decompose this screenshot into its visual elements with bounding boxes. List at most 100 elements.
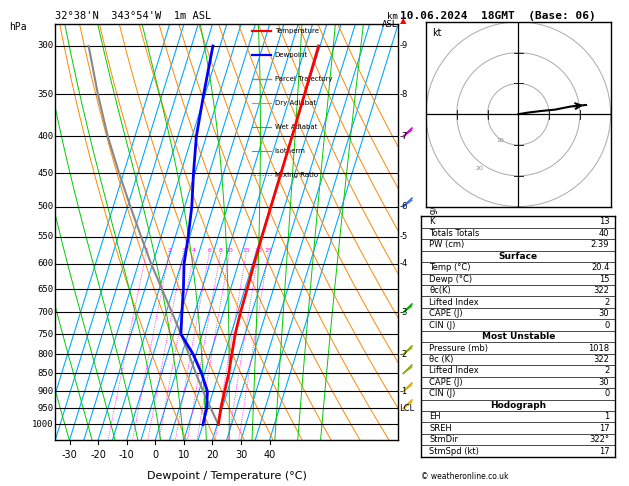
Text: -20: -20 xyxy=(91,450,106,460)
Text: Totals Totals: Totals Totals xyxy=(429,229,479,238)
Text: 322: 322 xyxy=(594,286,610,295)
Text: 40: 40 xyxy=(599,229,610,238)
Text: 1000: 1000 xyxy=(32,420,53,429)
Text: Temperature: Temperature xyxy=(275,28,319,34)
Text: 400: 400 xyxy=(38,132,53,141)
Text: Lifted Index: Lifted Index xyxy=(429,366,479,375)
Text: 32°38'N  343°54'W  1m ASL: 32°38'N 343°54'W 1m ASL xyxy=(55,11,211,21)
Text: 10: 10 xyxy=(226,248,233,253)
Text: 30: 30 xyxy=(235,450,247,460)
Text: 17: 17 xyxy=(599,447,610,455)
Text: 20: 20 xyxy=(206,450,219,460)
Text: km: km xyxy=(387,12,398,21)
Text: CAPE (J): CAPE (J) xyxy=(429,309,463,318)
Text: 17: 17 xyxy=(599,424,610,433)
Text: -5: -5 xyxy=(399,232,408,241)
Text: 700: 700 xyxy=(38,308,53,317)
Text: EH: EH xyxy=(429,412,441,421)
Text: Hodograph: Hodograph xyxy=(490,401,547,410)
Text: StmSpd (kt): StmSpd (kt) xyxy=(429,447,479,455)
Text: CIN (J): CIN (J) xyxy=(429,389,455,399)
Text: 0: 0 xyxy=(604,321,610,330)
Text: 0: 0 xyxy=(604,389,610,399)
Text: 350: 350 xyxy=(38,90,53,99)
Text: Most Unstable: Most Unstable xyxy=(482,332,555,341)
Text: 10.06.2024  18GMT  (Base: 06): 10.06.2024 18GMT (Base: 06) xyxy=(400,11,596,21)
Text: 20: 20 xyxy=(255,248,262,253)
Text: 3: 3 xyxy=(181,248,186,253)
Text: 300: 300 xyxy=(38,41,53,51)
Text: LCL: LCL xyxy=(399,404,415,413)
Text: θᴄ (K): θᴄ (K) xyxy=(429,355,454,364)
Text: Dewpoint: Dewpoint xyxy=(275,52,308,58)
Text: 20: 20 xyxy=(475,166,483,171)
Text: SREH: SREH xyxy=(429,424,452,433)
Text: -1: -1 xyxy=(399,387,408,396)
Text: 15: 15 xyxy=(599,275,610,284)
Text: Parcel Trajectory: Parcel Trajectory xyxy=(275,76,332,82)
Text: Dewpoint / Temperature (°C): Dewpoint / Temperature (°C) xyxy=(147,471,307,481)
Text: Mixing Ratio: Mixing Ratio xyxy=(275,172,318,178)
Text: -8: -8 xyxy=(399,90,408,99)
Text: ▲: ▲ xyxy=(400,16,406,25)
Text: 13: 13 xyxy=(599,218,610,226)
Text: StmDir: StmDir xyxy=(429,435,458,444)
Text: Pressure (mb): Pressure (mb) xyxy=(429,344,488,352)
Text: Isotherm: Isotherm xyxy=(275,148,306,154)
Text: 2: 2 xyxy=(604,298,610,307)
Text: kt: kt xyxy=(432,28,442,38)
Text: Lifted Index: Lifted Index xyxy=(429,298,479,307)
Text: -30: -30 xyxy=(62,450,77,460)
Text: 1: 1 xyxy=(604,412,610,421)
Text: 25: 25 xyxy=(264,248,272,253)
Text: 750: 750 xyxy=(38,330,53,339)
Text: 30: 30 xyxy=(599,309,610,318)
Text: 600: 600 xyxy=(38,260,53,268)
Text: -9: -9 xyxy=(399,41,408,51)
Text: 1: 1 xyxy=(144,248,148,253)
Text: -6: -6 xyxy=(399,202,408,211)
Text: 650: 650 xyxy=(38,285,53,294)
Text: 500: 500 xyxy=(38,202,53,211)
Text: 850: 850 xyxy=(38,369,53,378)
Text: -3: -3 xyxy=(399,308,408,317)
Text: hPa: hPa xyxy=(9,22,27,32)
Text: 15: 15 xyxy=(242,248,250,253)
Text: -2: -2 xyxy=(399,350,408,359)
Text: 550: 550 xyxy=(38,232,53,241)
Text: PW (cm): PW (cm) xyxy=(429,241,464,249)
Text: 1018: 1018 xyxy=(588,344,610,352)
Text: Surface: Surface xyxy=(499,252,538,261)
Text: Mixing Ratio (g/kg): Mixing Ratio (g/kg) xyxy=(429,192,438,272)
Text: ASL: ASL xyxy=(381,20,398,30)
Text: 30: 30 xyxy=(599,378,610,387)
Text: -7: -7 xyxy=(399,132,408,141)
Text: 322: 322 xyxy=(594,355,610,364)
Text: Wet Adiabat: Wet Adiabat xyxy=(275,124,317,130)
Text: CIN (J): CIN (J) xyxy=(429,321,455,330)
Text: Dry Adiabat: Dry Adiabat xyxy=(275,100,316,106)
Text: 2: 2 xyxy=(167,248,171,253)
Text: 10: 10 xyxy=(178,450,190,460)
Text: 40: 40 xyxy=(264,450,276,460)
Text: 8: 8 xyxy=(218,248,223,253)
Text: 0: 0 xyxy=(152,450,159,460)
Text: 10: 10 xyxy=(497,138,504,143)
Text: θᴄ(K): θᴄ(K) xyxy=(429,286,451,295)
Text: 2: 2 xyxy=(604,366,610,375)
Text: Dewp (°C): Dewp (°C) xyxy=(429,275,472,284)
Text: 950: 950 xyxy=(38,404,53,413)
Text: K: K xyxy=(429,218,435,226)
Text: 6: 6 xyxy=(208,248,211,253)
Text: -4: -4 xyxy=(399,260,408,268)
Text: 20.4: 20.4 xyxy=(591,263,610,272)
Text: 4: 4 xyxy=(192,248,196,253)
Text: -10: -10 xyxy=(119,450,135,460)
Text: 800: 800 xyxy=(38,350,53,359)
Text: © weatheronline.co.uk: © weatheronline.co.uk xyxy=(421,472,509,481)
Text: 322°: 322° xyxy=(589,435,610,444)
Text: Temp (°C): Temp (°C) xyxy=(429,263,470,272)
Text: 450: 450 xyxy=(38,169,53,178)
Text: 900: 900 xyxy=(38,387,53,396)
Text: CAPE (J): CAPE (J) xyxy=(429,378,463,387)
